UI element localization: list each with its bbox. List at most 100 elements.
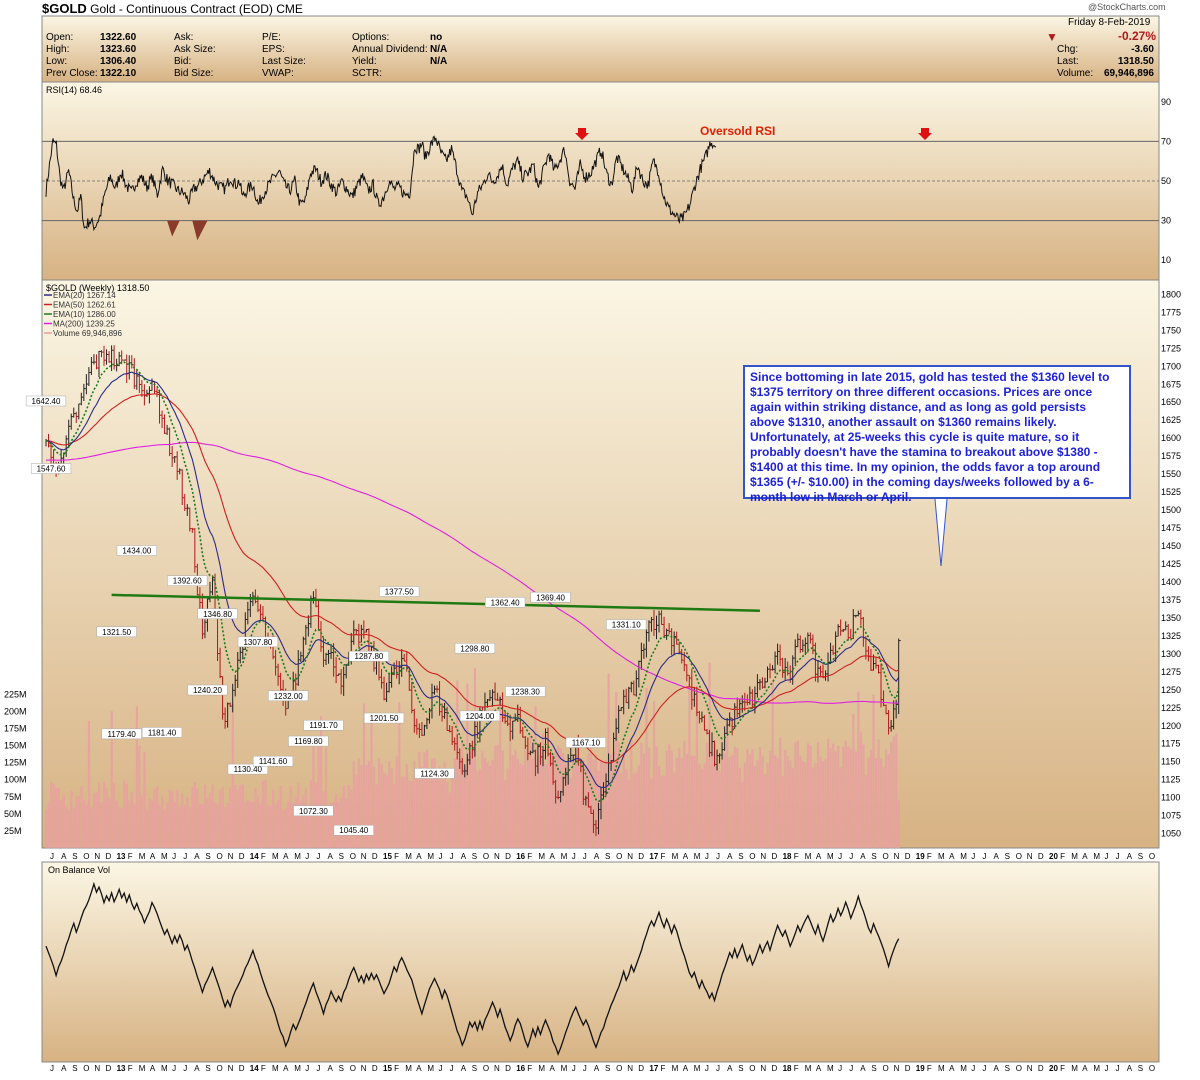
x-month-label: M xyxy=(694,1064,701,1073)
quote-date: Friday 8-Feb-2019 xyxy=(1068,17,1151,28)
x-month-label: O xyxy=(83,852,89,861)
x-month-label: F xyxy=(1060,852,1065,861)
dividend-label: Annual Dividend: xyxy=(352,44,428,55)
volume-bar xyxy=(322,791,325,848)
volume-bar xyxy=(468,751,472,848)
x-month-label: F xyxy=(261,852,266,861)
price-tick-label: 1600 xyxy=(1161,433,1181,443)
chg-value: -3.60 xyxy=(1131,44,1154,55)
price-tick-label: 1800 xyxy=(1161,289,1181,299)
volume-bar xyxy=(120,808,123,848)
volume-bar xyxy=(567,769,570,848)
x-month-label: J xyxy=(1116,852,1120,861)
x-month-label: 16 xyxy=(516,1064,525,1073)
volume-bar xyxy=(645,687,648,848)
x-month-label: A xyxy=(328,852,334,861)
volume-bar xyxy=(370,719,373,848)
x-month-label: O xyxy=(83,1064,89,1073)
x-month-label: J xyxy=(716,852,720,861)
prev-value: 1322.10 xyxy=(100,68,137,79)
x-month-label: A xyxy=(594,852,600,861)
x-month-label: M xyxy=(672,1064,679,1073)
x-month-label: O xyxy=(616,852,622,861)
volume-bar xyxy=(350,789,353,848)
price-tick-label: 1700 xyxy=(1161,361,1181,371)
x-month-label: D xyxy=(1038,852,1044,861)
volume-bar xyxy=(673,772,676,848)
price-tick-label: 1675 xyxy=(1161,379,1181,389)
volume-bar xyxy=(158,804,161,848)
volume-bar xyxy=(660,775,663,848)
price-label: 1287.80 xyxy=(348,650,390,662)
legend-label: EMA(20) 1267.14 xyxy=(53,291,116,300)
ask-label: Ask: xyxy=(174,32,194,43)
price-label-text: 1072.30 xyxy=(299,807,328,816)
volume-bar xyxy=(511,755,514,848)
price-tick-label: 1225 xyxy=(1161,703,1181,713)
volume-bar xyxy=(809,745,812,848)
price-label-text: 1392.60 xyxy=(173,577,202,586)
volume-bar xyxy=(55,787,58,848)
volume-bar xyxy=(612,751,615,848)
x-month-label: F xyxy=(661,852,666,861)
volume-bar xyxy=(774,755,777,848)
volume-bar xyxy=(226,803,229,848)
volume-bar xyxy=(874,758,878,848)
x-month-label: M xyxy=(938,1064,945,1073)
x-month-label: A xyxy=(727,852,733,861)
x-month-label: J xyxy=(971,852,975,861)
volume-bar xyxy=(758,747,762,848)
sctr-label: SCTR: xyxy=(352,68,382,79)
volume-bar xyxy=(70,790,73,848)
options-value: no xyxy=(430,32,443,43)
price-label-text: 1238.30 xyxy=(511,687,540,696)
volume-bar xyxy=(80,786,83,848)
volume-bar xyxy=(574,755,577,848)
price-label-text: 1130.40 xyxy=(234,765,263,774)
price-label-box xyxy=(227,763,268,775)
volume-bar xyxy=(410,780,413,848)
volume-bar xyxy=(524,747,527,848)
x-month-label: M xyxy=(827,852,834,861)
volume-bar xyxy=(92,793,96,848)
volume-bar xyxy=(789,760,792,848)
volume-bar xyxy=(317,746,320,848)
rsi-tick-label: 50 xyxy=(1161,176,1171,186)
legend-label: EMA(10) 1286.00 xyxy=(53,310,116,319)
x-month-label: A xyxy=(949,1064,955,1073)
volume-bar xyxy=(171,791,174,848)
x-month-label: J xyxy=(316,852,320,861)
header-right-labels: Chg: Last: Volume: xyxy=(1057,44,1093,80)
price-label-box xyxy=(485,597,526,608)
volume-bar xyxy=(234,784,237,848)
volume-bar xyxy=(877,739,880,848)
volume-bar xyxy=(45,809,48,848)
price-label-text: 1642.40 xyxy=(32,397,61,406)
symbol: $GOLD xyxy=(42,1,87,16)
x-month-label: M xyxy=(805,1064,812,1073)
options-label: Options: xyxy=(352,32,390,43)
volume-bar xyxy=(390,767,393,848)
x-month-label: N xyxy=(760,852,766,861)
volume-bar xyxy=(501,750,504,848)
volume-tick-label: 100M xyxy=(4,775,27,785)
price-label-box xyxy=(25,395,67,407)
x-month-label: O xyxy=(350,852,356,861)
x-month-label: O xyxy=(483,852,489,861)
volume-bar xyxy=(307,808,310,848)
x-month-label: 19 xyxy=(916,852,925,861)
volume-bar xyxy=(680,757,683,848)
volume-bar xyxy=(229,787,232,848)
volume-bar xyxy=(814,763,817,848)
price-tick-label: 1725 xyxy=(1161,343,1181,353)
x-month-label: J xyxy=(1116,1064,1120,1073)
rsi-oversold-fill xyxy=(167,220,180,237)
header-fields-col1: Open: High: Low: Prev Close: xyxy=(46,32,98,80)
x-month-label: A xyxy=(594,1064,600,1073)
volume-bar xyxy=(50,781,53,848)
x-month-label: S xyxy=(205,1064,210,1073)
volume-bar xyxy=(219,790,222,848)
price-tick-label: 1450 xyxy=(1161,541,1181,551)
x-month-label: M xyxy=(538,1064,545,1073)
price-label-text: 1377.50 xyxy=(385,588,414,597)
